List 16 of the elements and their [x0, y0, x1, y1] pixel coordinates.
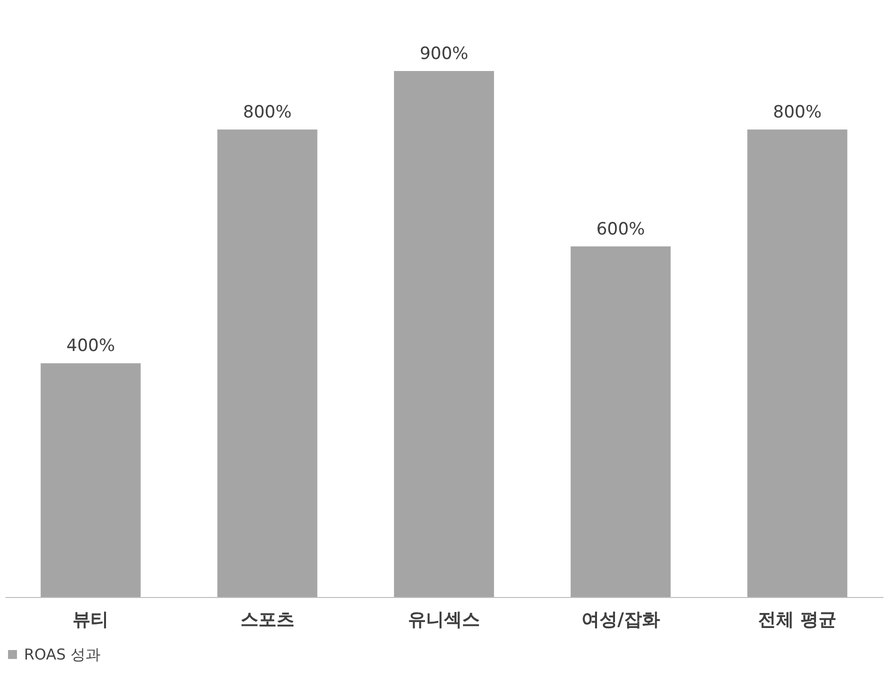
- data-label: 900%: [420, 44, 468, 64]
- bar: [570, 246, 671, 597]
- x-tick-label: 뷰티: [72, 610, 109, 630]
- bar: [217, 129, 318, 597]
- x-tick-label: 유니섹스: [408, 610, 480, 630]
- bar: [394, 71, 494, 597]
- data-label: 400%: [66, 336, 115, 356]
- data-label: 800%: [773, 102, 822, 122]
- data-label: 800%: [243, 102, 292, 122]
- legend-label: ROAS 성과: [24, 646, 101, 664]
- x-tick-label: 전체 평균: [758, 610, 836, 630]
- x-tick-label: 스포츠: [240, 610, 294, 630]
- bar: [747, 129, 848, 597]
- x-tick-label: 여성/잡화: [581, 610, 660, 630]
- data-label: 600%: [596, 219, 645, 240]
- bar: [40, 363, 141, 597]
